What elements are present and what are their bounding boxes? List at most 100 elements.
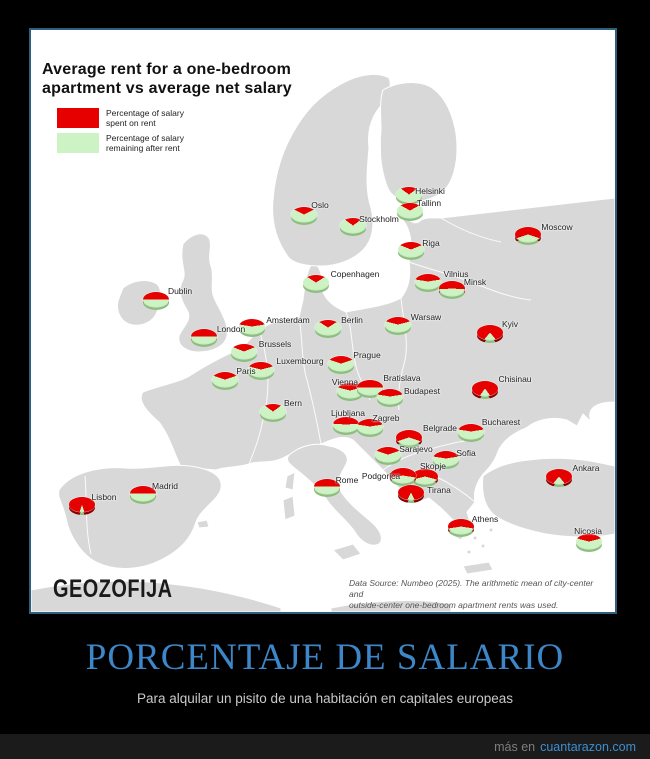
pie-top — [477, 325, 503, 340]
city-label-sarajevo: Sarajevo — [399, 444, 433, 454]
city-label-ankara: Ankara — [572, 463, 600, 473]
footer-bar: más en cuantarazon.com — [0, 734, 650, 759]
city-label-lisbon: Lisbon — [91, 492, 117, 502]
pie-top — [415, 274, 441, 289]
pie-moscow — [515, 227, 541, 245]
legend-row-rent: Percentage of salary spent on rent — [57, 108, 184, 128]
city-label-paris: Paris — [236, 366, 256, 376]
pie-top — [143, 292, 169, 307]
footer-site-link[interactable]: cuantarazon.com — [540, 739, 636, 754]
legend: Percentage of salary spent on rent Perce… — [57, 108, 184, 158]
data-source-note: Data Source: Numbeo (2025). The arithmet… — [349, 578, 594, 610]
pie-vilnius — [415, 274, 441, 292]
geozofija-watermark: GEOZOFIJA — [53, 576, 173, 604]
pie-warsaw — [385, 317, 411, 335]
pie-top — [390, 468, 416, 483]
legend-label-rent: Percentage of salary spent on rent — [106, 108, 184, 128]
pie-top — [396, 430, 422, 445]
city-label-tirana: Tirana — [427, 485, 451, 495]
city-label-nicosia: Nicosia — [574, 526, 602, 536]
pie-top — [385, 317, 411, 332]
city-label-helsinki: Helsinki — [415, 186, 445, 196]
pie-tirana — [398, 485, 424, 503]
poster-subtitle: Para alquilar un pisito de una habitació… — [136, 691, 513, 706]
footer-prefix: más en — [494, 739, 536, 754]
pie-ljubljana — [333, 417, 359, 435]
pie-paris — [212, 372, 238, 390]
pie-dublin — [143, 292, 169, 310]
pie-top — [191, 329, 217, 344]
city-label-skopje: Skopje — [420, 461, 446, 471]
pie-top — [130, 486, 156, 501]
pie-top — [291, 207, 317, 222]
pie-sarajevo — [375, 447, 401, 465]
pie-sofia — [433, 451, 459, 469]
pie-belgrade — [396, 430, 422, 448]
pie-top — [357, 380, 383, 395]
city-label-moscow: Moscow — [541, 222, 573, 232]
city-label-dublin: Dublin — [167, 286, 193, 296]
pie-chisinau — [472, 381, 498, 399]
pie-brussels — [231, 344, 257, 362]
map-heading-line1: Average rent for a one-bedroom — [42, 61, 292, 78]
pie-top — [546, 469, 572, 484]
city-label-bratislava: Bratislava — [383, 373, 421, 383]
pie-tallinn — [397, 203, 423, 221]
pie-top — [231, 344, 257, 359]
pie-zagreb — [357, 419, 383, 437]
city-label-kyiv: Kyiv — [501, 319, 519, 329]
pie-top — [337, 383, 363, 398]
city-label-sofia: Sofia — [456, 448, 476, 458]
europe-map: Average rent for a one-bedroom apartment… — [31, 30, 615, 612]
pie-top — [239, 319, 265, 334]
city-label-oslo: Oslo — [311, 200, 329, 210]
city-label-copenhagen: Copenhagen — [330, 269, 380, 279]
pie-top — [314, 479, 340, 494]
pie-top — [515, 227, 541, 242]
pie-top — [333, 417, 359, 432]
pie-skopje — [412, 469, 438, 487]
pie-top — [328, 356, 354, 371]
city-label-athens: Athens — [471, 514, 499, 524]
pie-top — [315, 320, 341, 335]
pie-amsterdam — [239, 319, 265, 337]
city-label-budapest: Budapest — [404, 386, 440, 396]
pie-top — [412, 469, 438, 484]
city-label-tallinn: Tallinn — [416, 198, 442, 208]
city-label-zagreb: Zagreb — [372, 413, 400, 423]
pie-top — [439, 281, 465, 296]
pie-top — [212, 372, 238, 387]
poster-title: PORCENTAJE DE SALARIO — [85, 637, 565, 678]
pie-bern — [260, 404, 286, 422]
city-label-podgorica: Podgorica — [361, 471, 401, 481]
pie-prague — [328, 356, 354, 374]
city-label-london: London — [216, 324, 246, 334]
pie-berlin — [315, 320, 341, 338]
city-label-vienna: Vienna — [331, 377, 359, 387]
pie-top — [576, 534, 602, 549]
pie-top — [248, 362, 274, 377]
pie-top — [303, 275, 329, 290]
pie-kyiv — [477, 325, 503, 343]
pie-top — [340, 218, 366, 233]
city-label-madrid: Madrid — [152, 481, 178, 491]
city-label-luxembourg: Luxembourg — [276, 356, 324, 366]
pie-top — [260, 404, 286, 419]
city-label-brussels: Brussels — [258, 339, 292, 349]
city-label-bern: Bern — [284, 398, 302, 408]
pie-top — [377, 389, 403, 404]
city-label-ljubljana: Ljubljana — [330, 408, 366, 418]
legend-swatch-red — [57, 108, 99, 128]
pie-bucharest — [458, 424, 484, 442]
map-infographic: Average rent for a one-bedroom apartment… — [29, 28, 617, 614]
pie-rome — [314, 479, 340, 497]
legend-swatch-green — [57, 133, 99, 153]
city-label-bucharest: Bucharest — [481, 417, 521, 427]
pie-top — [458, 424, 484, 439]
city-label-chisinau: Chisinau — [498, 374, 532, 384]
pie-top — [398, 242, 424, 257]
pie-luxembourg — [248, 362, 274, 380]
pie-top — [448, 519, 474, 534]
city-label-riga: Riga — [422, 238, 440, 248]
